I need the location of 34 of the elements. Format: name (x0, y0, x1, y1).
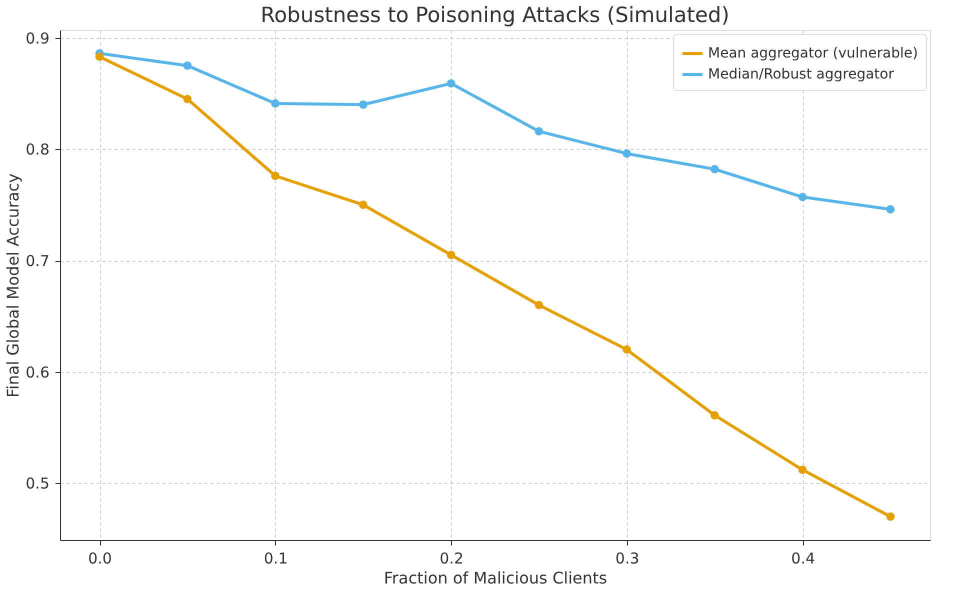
point (710, 411, 719, 420)
point (534, 127, 544, 136)
y-tick-label: 0.7 (26, 252, 50, 270)
point (359, 100, 368, 109)
point (886, 512, 895, 521)
x-axis-title: Fraction of Malicious Clients (384, 568, 608, 588)
x-tick-label: 0.4 (791, 550, 816, 568)
x-tick-label: 0.0 (88, 550, 112, 568)
point (359, 200, 368, 209)
y-tick-label: 0.9 (26, 29, 50, 48)
point (271, 99, 280, 108)
y-axis-title: Final Global Model Accuracy (4, 173, 23, 398)
point (95, 52, 104, 61)
legend-label: Median/Robust aggregator (708, 66, 894, 82)
point (183, 61, 192, 70)
point (446, 79, 456, 88)
point (798, 466, 807, 474)
point (446, 250, 456, 260)
y-tick-label: 0.6 (26, 363, 50, 382)
point (798, 192, 807, 202)
x-tick-label: 0.1 (264, 550, 288, 568)
point (710, 165, 719, 174)
point (622, 345, 631, 354)
chart-title: Robustness to Poisoning Attacks (Simulated) (260, 3, 730, 27)
point (622, 149, 631, 158)
y-tick-label: 0.5 (26, 474, 50, 493)
x-tick-label: 0.3 (615, 550, 640, 568)
point (271, 172, 280, 180)
legend-label: Mean aggregator (vulnerable) (708, 46, 918, 62)
point (183, 94, 192, 104)
y-tick-label: 0.8 (26, 140, 50, 159)
point (534, 300, 544, 310)
x-tick-label: 0.2 (440, 550, 464, 568)
point (886, 205, 895, 214)
